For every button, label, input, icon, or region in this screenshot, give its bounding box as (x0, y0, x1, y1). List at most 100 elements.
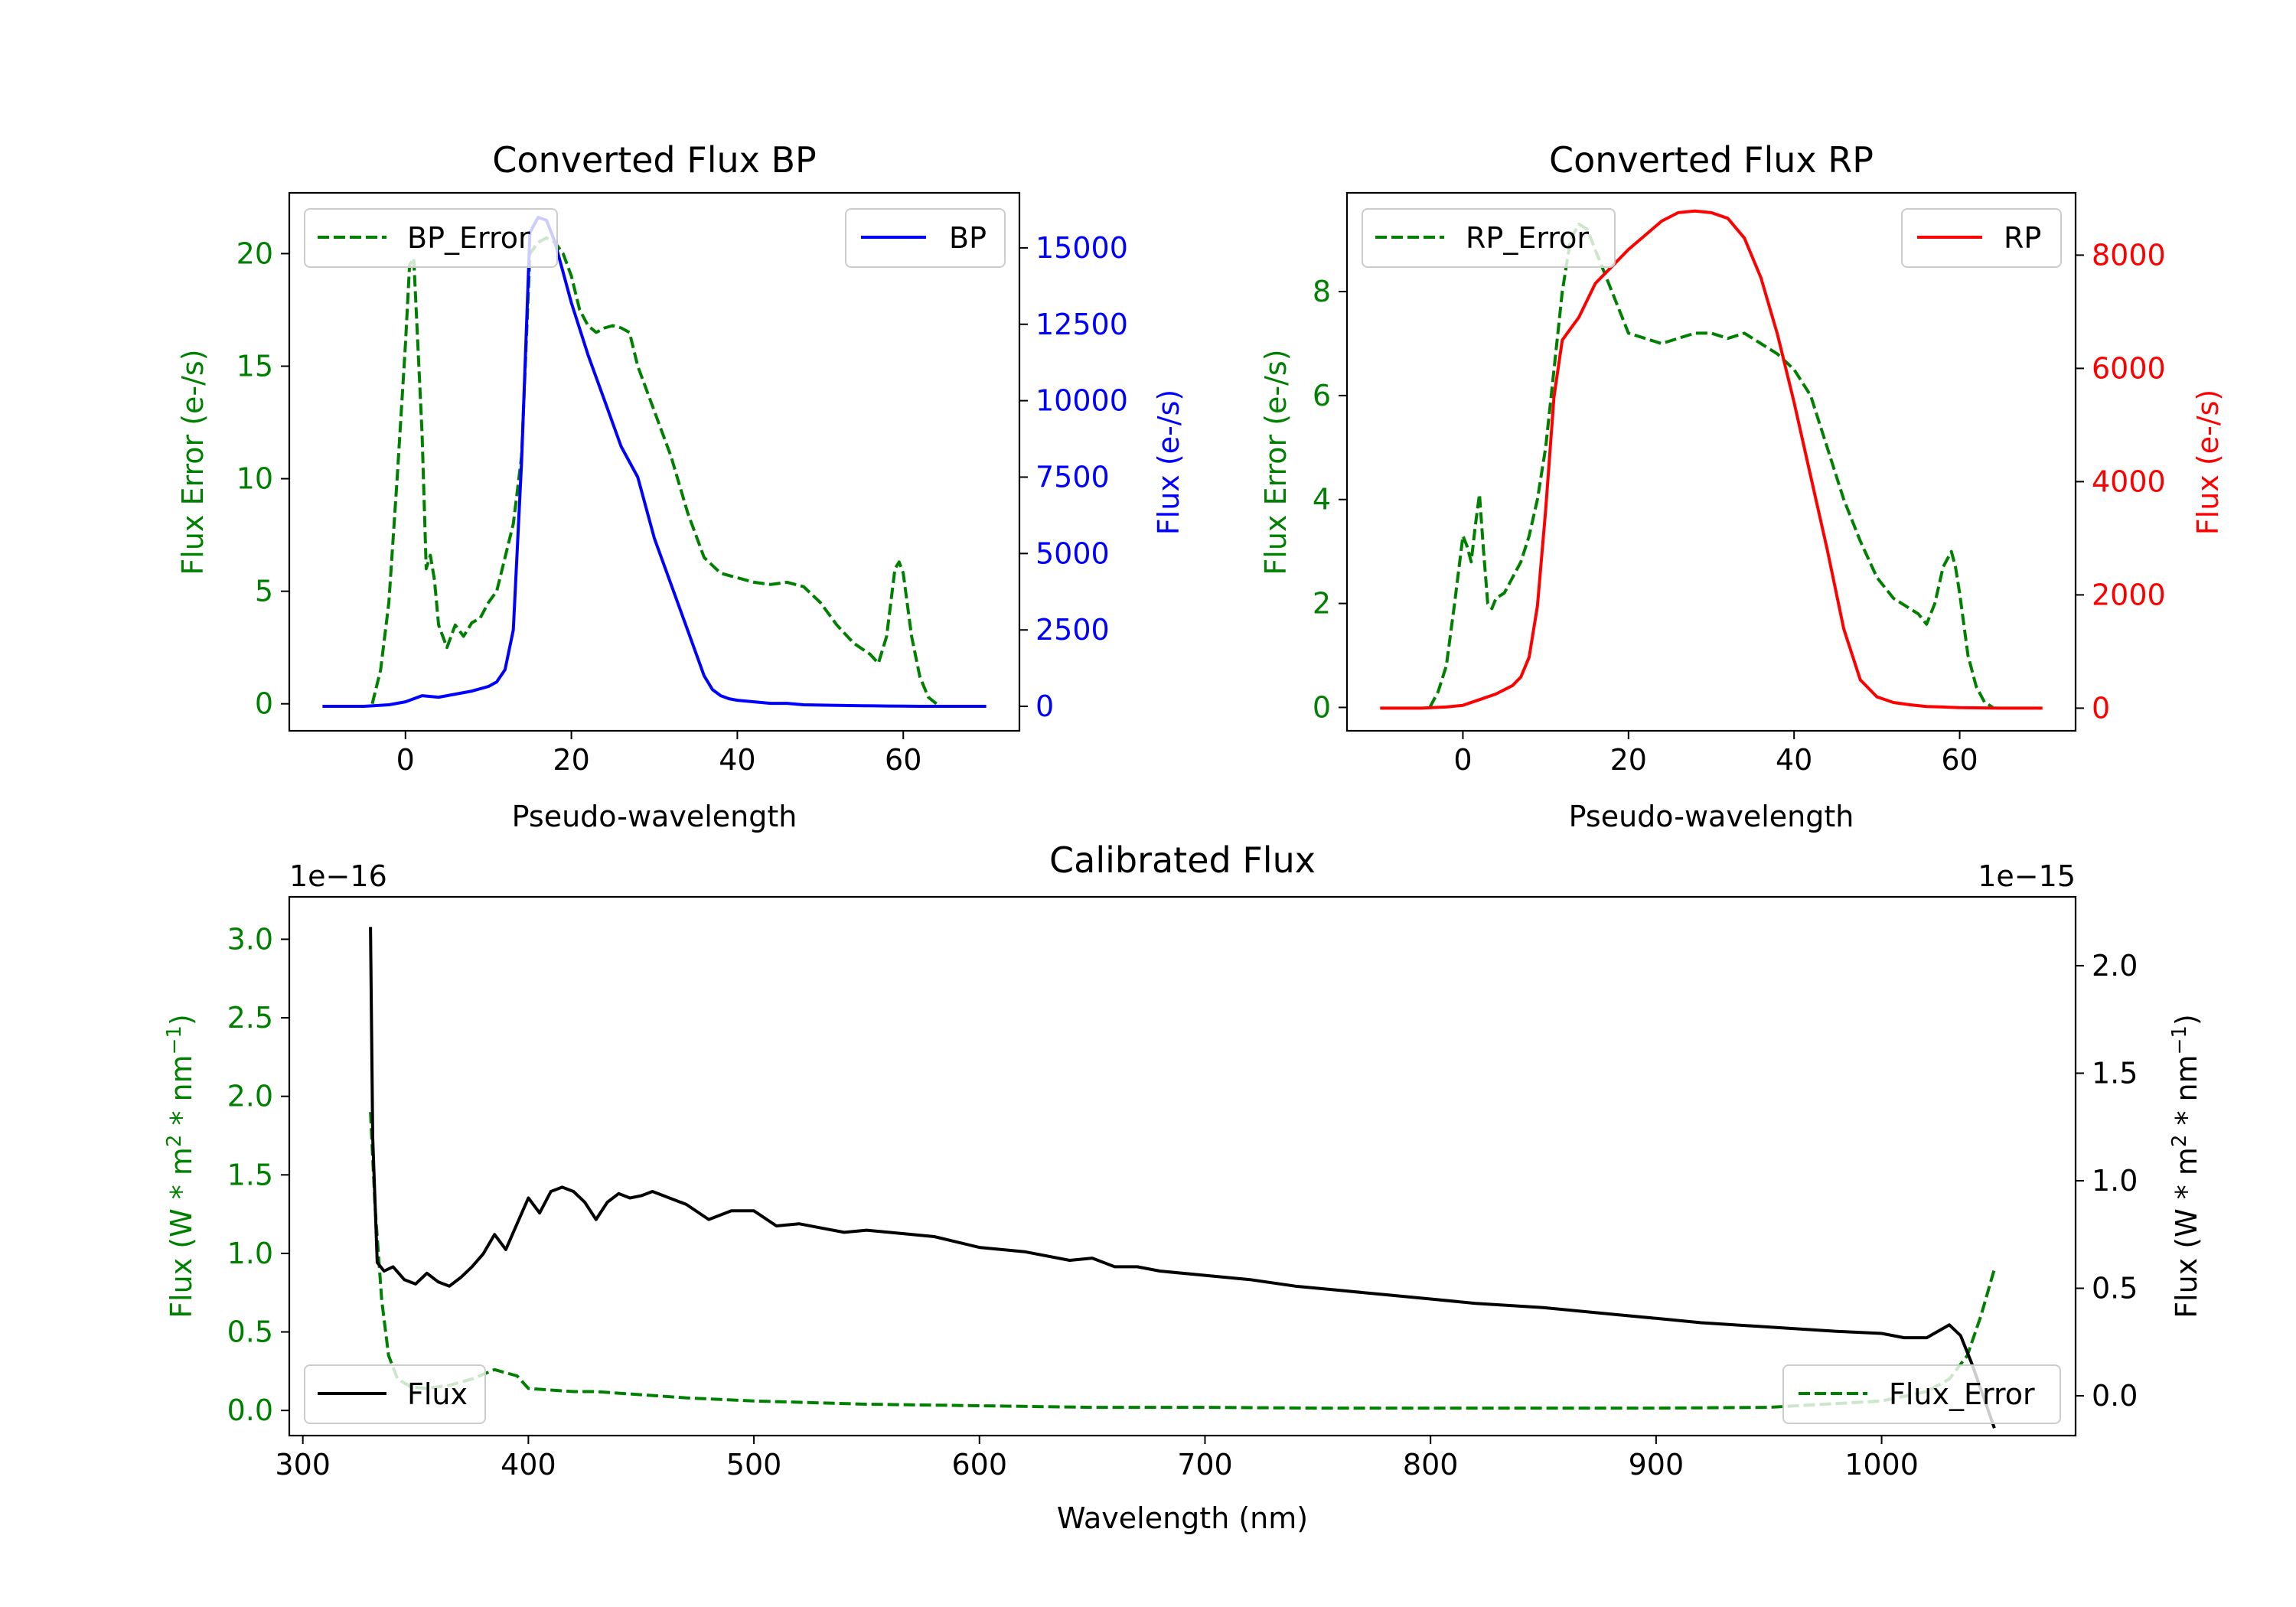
bp-legend-label: BP (949, 221, 987, 255)
bp-x-ticks: 0 20 40 60 (396, 731, 921, 777)
bp-error-legend-label: BP_Error (407, 221, 530, 255)
rp-series-rp-error (1428, 222, 1994, 709)
calibrated-x-tick-label: 800 (1403, 1448, 1459, 1482)
calibrated-x-tick-label: 400 (501, 1448, 556, 1482)
flux-legend-box (304, 1364, 486, 1424)
bp-series-bp-error (370, 236, 938, 706)
rp-error-legend[interactable]: RP_Error (1362, 208, 1616, 268)
rp-error-legend-label: RP_Error (1466, 221, 1589, 255)
bp-right-tick-label: 7500 (1035, 460, 1110, 494)
rp-right-tick-label: 4000 (2092, 464, 2166, 498)
calibrated-series-flux (369, 927, 1996, 1429)
rp-legend-label: RP (2004, 221, 2041, 255)
bp-chart: Converted Flux BP 0 20 40 60 0 5 10 15 20 0 2500… (176, 139, 1186, 833)
bp-left-tick-label: 0 (255, 687, 273, 721)
bp-left-tick-label: 10 (236, 462, 273, 496)
flux-legend[interactable]: Flux (304, 1364, 486, 1424)
calibrated-x-tick-label: 700 (1177, 1448, 1233, 1482)
bp-right-tick-label: 0 (1035, 689, 1054, 723)
rp-right-axis-label: Flux (e-/s) (2191, 390, 2225, 535)
calibrated-x-tick-label: 900 (1629, 1448, 1684, 1482)
rp-error-legend-box (1362, 208, 1616, 268)
calibrated-right-tick-label: 0.0 (2092, 1379, 2138, 1413)
rp-left-tick-label: 8 (1313, 275, 1331, 308)
calibrated-left-tick-label: 1.0 (227, 1237, 273, 1270)
calibrated-left-tick-label: 2.5 (227, 1001, 273, 1035)
bp-error-legend[interactable]: BP_Error (304, 208, 558, 268)
rp-series (1380, 209, 2043, 710)
bp-x-label: Pseudo-wavelength (512, 800, 797, 833)
calibrated-right-axis-label: Flux (W * m2 * nm−1) (2168, 1014, 2203, 1319)
rp-x-tick-label: 60 (1941, 743, 1978, 777)
rp-legend[interactable]: RP (1901, 208, 2062, 268)
rp-right-tick-label: 6000 (2092, 351, 2166, 385)
bp-right-axis-label: Flux (e-/s) (1152, 390, 1186, 535)
calibrated-x-label: Wavelength (nm) (1057, 1501, 1308, 1535)
bp-right-tick-label: 5000 (1035, 536, 1110, 570)
rp-left-tick-label: 6 (1313, 379, 1331, 412)
rp-right-tick-label: 0 (2092, 691, 2110, 725)
calibrated-left-tick-label: 3.0 (227, 922, 273, 956)
bp-right-tick-label: 15000 (1035, 231, 1128, 265)
calibrated-left-axis-label: Flux (W * m2 * nm−1) (163, 1014, 198, 1319)
bp-right-ticks: 0 2500 5000 7500 10000 12500 15000 (1019, 231, 1128, 723)
bp-left-axis-label: Flux Error (e-/s) (176, 349, 210, 575)
bp-left-tick-label: 5 (255, 575, 273, 608)
flux-error-legend-box (1782, 1364, 2061, 1424)
calibrated-right-tick-label: 2.0 (2092, 949, 2138, 983)
rp-left-tick-label: 0 (1313, 690, 1331, 724)
flux-legend-label: Flux (407, 1377, 468, 1411)
calibrated-left-tick-label: 1.5 (227, 1158, 273, 1191)
calibrated-left-tick-label: 0.5 (227, 1315, 273, 1349)
rp-left-tick-label: 2 (1313, 587, 1331, 621)
rp-x-tick-label: 40 (1776, 743, 1812, 777)
calibrated-title: Calibrated Flux (1049, 839, 1316, 881)
rp-left-axis-label: Flux Error (e-/s) (1259, 349, 1293, 575)
rp-left-tick-label: 4 (1313, 483, 1331, 517)
calibrated-x-tick-label: 1000 (1844, 1448, 1919, 1482)
bp-series-bp (322, 216, 987, 708)
calibrated-left-multiplier: 1e−16 (289, 859, 387, 893)
calibrated-axes-frame (288, 895, 2077, 1437)
rp-x-label: Pseudo-wavelength (1569, 800, 1854, 833)
calibrated-x-tick-label: 300 (275, 1448, 331, 1482)
rp-title: Converted Flux RP (1549, 139, 1874, 181)
bp-right-tick-label: 10000 (1035, 384, 1128, 418)
calibrated-right-tick-label: 1.0 (2092, 1164, 2138, 1198)
flux-error-legend[interactable]: Flux_Error (1782, 1364, 2061, 1424)
calibrated-right-tick-label: 1.5 (2092, 1056, 2138, 1090)
bp-left-tick-label: 15 (236, 349, 273, 383)
calibrated-right-tick-label: 0.5 (2092, 1271, 2138, 1305)
calibrated-x-tick-label: 600 (952, 1448, 1008, 1482)
rp-x-tick-label: 20 (1610, 743, 1647, 777)
calibrated-x-tick-label: 500 (726, 1448, 782, 1482)
rp-left-ticks: 0 2 4 6 8 (1313, 275, 1347, 724)
bp-x-tick-label: 40 (719, 743, 755, 777)
rp-right-ticks: 0 2000 4000 6000 8000 (2076, 238, 2166, 725)
rp-chart: Converted Flux RP 0 20 40 60 0 2 4 6 8 0 2000 400… (1259, 139, 2225, 833)
rp-right-tick-label: 8000 (2092, 238, 2166, 272)
calibrated-right-multiplier: 1e−15 (1978, 859, 2076, 893)
bp-error-legend-box (304, 208, 558, 268)
rp-series-rp (1380, 209, 2043, 710)
calibrated-left-ticks: 0.0 0.5 1.0 1.5 2.0 2.5 3.0 (227, 922, 289, 1427)
bp-x-tick-label: 60 (885, 743, 921, 777)
rp-axes-frame (1345, 191, 2077, 732)
bp-left-ticks: 0 5 10 15 20 (236, 236, 289, 721)
rp-x-tick-label: 0 (1453, 743, 1472, 777)
bp-x-tick-label: 0 (396, 743, 415, 777)
bp-left-tick-label: 20 (236, 236, 273, 270)
rp-x-ticks: 0 20 40 60 (1453, 731, 1978, 777)
calibrated-left-tick-label: 0.0 (227, 1393, 273, 1427)
bp-legend[interactable]: BP (845, 208, 1006, 268)
calibrated-chart: Calibrated Flux 1e−16 1e−15 300 400 500 600… (163, 839, 2203, 1535)
bp-right-tick-label: 2500 (1035, 613, 1110, 647)
calibrated-x-ticks: 300 400 500 600 700 800 900 1000 (275, 1436, 1919, 1482)
calibrated-right-ticks: 0.0 0.5 1.0 1.5 2.0 (2076, 949, 2138, 1413)
rp-right-tick-label: 2000 (2092, 578, 2166, 611)
bp-right-tick-label: 12500 (1035, 308, 1128, 341)
bp-series (322, 216, 987, 708)
bp-x-tick-label: 20 (553, 743, 589, 777)
bp-title: Converted Flux BP (492, 139, 817, 181)
